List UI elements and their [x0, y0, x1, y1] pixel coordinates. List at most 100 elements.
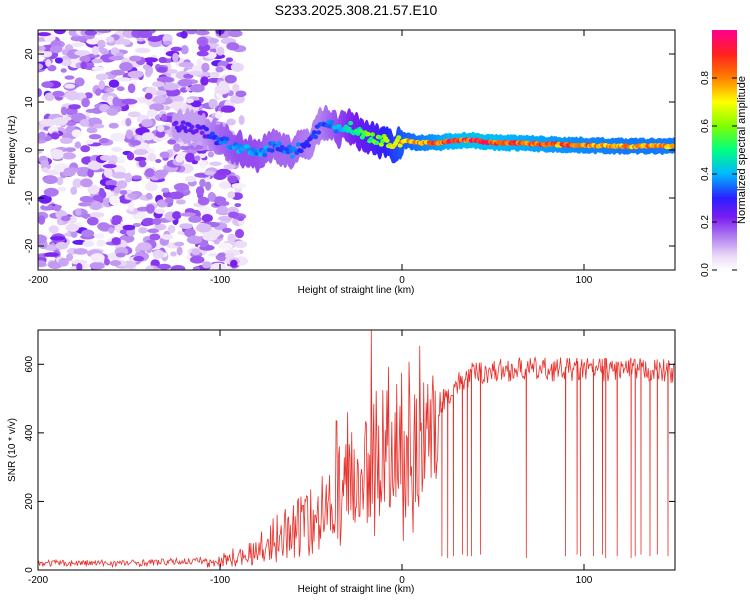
y-tick-label: 20	[24, 48, 35, 60]
spectrogram-noise-cell	[97, 39, 106, 49]
spectrogram-y-label: Frequency (Hz)	[7, 116, 18, 185]
spectrogram-noise-cell	[225, 57, 233, 62]
spectrogram-noise-cell	[103, 168, 113, 178]
y-tick-label: 0	[24, 147, 35, 153]
spectrogram-ridge-cell	[269, 148, 275, 153]
y-tick-label: 600	[24, 356, 35, 373]
colorbar-tick-label: 0.6	[700, 119, 711, 133]
spectrogram-noise-cell	[230, 259, 238, 268]
spectrogram-noise-cell	[105, 36, 115, 43]
spectrogram-noise-cell	[163, 40, 173, 46]
spectrogram-noise-cell	[65, 121, 77, 127]
snr-y-axis: 0 200 400 600	[24, 356, 675, 573]
spectrogram-noise-cell	[161, 113, 168, 122]
spectrogram-ridge-cell	[306, 143, 311, 148]
spectrogram-noise-cell	[216, 46, 225, 56]
colorbar-tick-label: 0.8	[700, 71, 711, 85]
spectrogram-noise-cell	[39, 118, 56, 127]
spectrogram-noise-cell	[144, 168, 155, 178]
spectrogram-ridge-cell	[244, 144, 250, 149]
spectrogram-noise-cell	[188, 144, 205, 150]
colorbar-tick-label: 0.2	[700, 215, 711, 229]
spectrogram-noise-cell	[127, 201, 135, 212]
snr-plot-area	[38, 330, 675, 570]
spectrogram-ridge-cell	[204, 127, 209, 132]
spectrogram-noise-cell	[104, 258, 110, 266]
spectrogram-noise-cell	[173, 143, 181, 153]
spectrogram-noise-cell	[233, 240, 248, 249]
spectrogram-noise-cell	[138, 227, 148, 234]
spectrogram-ridge-cell	[218, 140, 224, 145]
spectrogram-noise-cell	[89, 212, 105, 218]
spectrogram-noise-cell	[84, 92, 93, 99]
spectrogram-noise-cell	[79, 195, 94, 203]
spectrogram-noise-cell	[237, 216, 245, 222]
spectrogram-noise-cell	[180, 212, 196, 217]
spectrogram-noise-cell	[167, 139, 177, 145]
spectrogram-noise-cell	[238, 115, 245, 125]
spectrogram-noise-cell	[70, 186, 78, 195]
spectrogram-noise-cell	[50, 149, 64, 157]
spectrogram-noise-cell	[205, 181, 212, 191]
spectrogram-noise-cell	[40, 159, 49, 167]
spectrogram-ridge-cell	[397, 143, 403, 148]
spectrogram-noise-cell	[216, 168, 232, 176]
spectrogram-noise-cell	[45, 59, 52, 67]
x-tick-label: 100	[576, 275, 593, 286]
y-tick-label: 400	[24, 424, 35, 441]
spectrogram-noise-cell	[126, 152, 135, 161]
spectrogram-noise-cell	[145, 265, 155, 270]
x-tick-label: -100	[210, 275, 230, 286]
spectrogram-noise-cell	[197, 196, 210, 206]
spectrogram-noise-cell	[110, 69, 125, 76]
spectrogram-noise-cell	[119, 190, 128, 195]
spectrogram-noise-cell	[167, 225, 176, 234]
spectrogram-noise-cell	[41, 167, 49, 173]
spectrogram-noise-cell	[72, 178, 83, 188]
spectrogram-ridge-cell	[262, 152, 268, 158]
spectrogram-noise-cell	[145, 192, 153, 200]
colorbar-tick-label: 0.0	[700, 263, 711, 277]
spectrogram-noise-cell	[209, 71, 220, 79]
spectrogram-noise-cell	[142, 217, 156, 226]
y-tick-label: -10	[24, 190, 35, 205]
spectrogram-noise-cell	[115, 252, 126, 258]
spectrogram-noise-cell	[149, 233, 161, 241]
spectrogram-noise-cell	[110, 132, 126, 142]
spectrogram-noise-cell	[190, 100, 202, 108]
spectrogram-noise-cell	[74, 50, 91, 56]
spectrogram-noise-cell	[201, 261, 212, 269]
spectrogram-noise-cell	[91, 46, 100, 56]
spectrogram-ridge-cell	[358, 128, 364, 134]
spectrogram-noise-cell	[105, 179, 118, 187]
colorbar-axis: 0.0 0.2 0.4 0.6 0.8	[700, 71, 737, 277]
spectrogram-noise-cell	[196, 50, 209, 57]
spectrogram-noise-cell	[173, 241, 185, 247]
spectrogram-noise-cell	[208, 98, 218, 109]
spectrogram-ridge-cell	[316, 130, 322, 135]
spectrogram-noise-cell	[38, 260, 47, 267]
spectrogram-noise-cell	[82, 240, 95, 247]
spectrogram-noise-cell	[38, 149, 43, 155]
spectrogram-ridge-cell	[396, 135, 402, 140]
spectrogram-noise-cell	[170, 101, 186, 110]
spectrogram-noise-cell	[70, 230, 78, 238]
spectrogram-noise-cell	[116, 180, 128, 189]
spectrogram-noise-cell	[137, 242, 152, 251]
spectrogram-noise-cell	[62, 169, 76, 177]
spectrogram-noise-cell	[164, 197, 174, 204]
spectrogram-noise-cell	[43, 175, 58, 185]
spectrogram-noise-cell	[121, 38, 131, 46]
spectrogram-noise-cell	[114, 186, 121, 194]
spectrogram-noise-cell	[111, 146, 123, 152]
spectrogram-noise-cell	[53, 30, 66, 35]
spectrogram-noise-cell	[133, 148, 148, 156]
colorbar-tick-label: 0.4	[700, 167, 711, 181]
spectrogram-noise-cell	[152, 217, 162, 226]
spectrogram-noise-cell	[153, 95, 166, 104]
spectrogram-ridge-cell	[346, 126, 352, 131]
spectrogram-noise-cell	[38, 234, 47, 244]
spectrogram-noise-cell	[40, 204, 55, 211]
spectrogram-noise-cell	[60, 68, 67, 73]
